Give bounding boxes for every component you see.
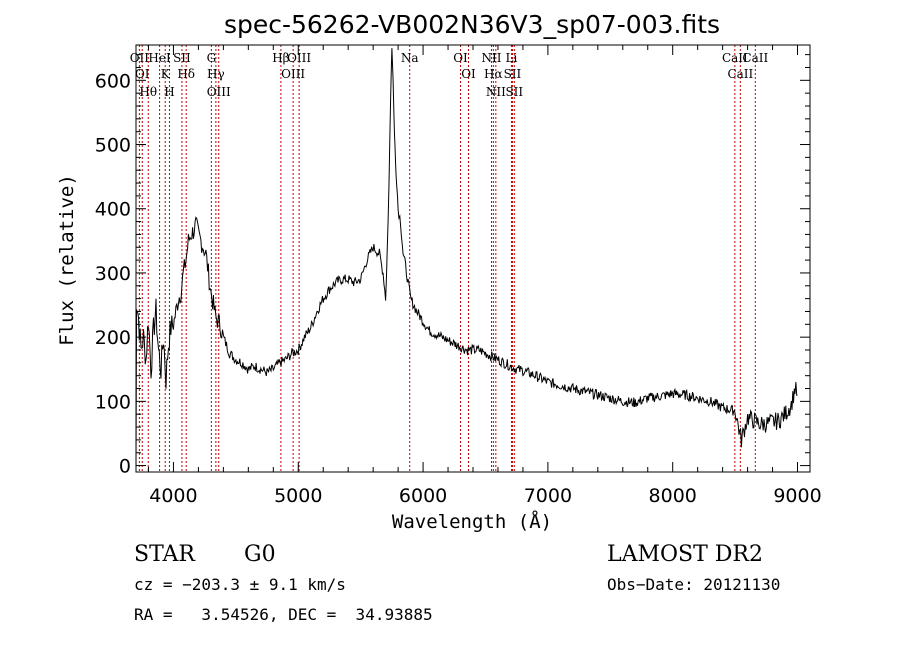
x-axis-ticks: 4000 5000 6000 7000 8000 9000 <box>147 45 822 507</box>
y-tick-label: 200 <box>95 327 131 349</box>
survey-name: LAMOST DR2 <box>607 542 763 567</box>
coordinates: RA = 3.54526, DEC = 34.93885 <box>134 605 433 624</box>
plot-frame <box>135 44 811 473</box>
subclass: G0 <box>244 542 276 567</box>
x-axis-label: Wavelength (Å) <box>392 510 552 533</box>
line-marker-label: Hγ <box>207 67 225 81</box>
line-marker-label: OI <box>135 67 150 81</box>
line-marker-label: OIII <box>287 51 311 65</box>
y-tick-label: 600 <box>95 70 131 92</box>
line-marker-label: HeI <box>148 51 171 65</box>
x-tick-label: 9000 <box>773 485 821 507</box>
line-marker-label: OI <box>461 67 476 81</box>
observation-date: Obs−Date: 20121130 <box>607 575 780 594</box>
line-marker-label: CaII <box>722 51 748 65</box>
y-axis-label: Flux (relative) <box>56 174 78 346</box>
line-marker-label: Li <box>506 51 518 65</box>
line-marker-label: CaII <box>742 51 768 65</box>
x-tick-label: 7000 <box>524 485 572 507</box>
chart-title: spec-56262-VB002N36V3_sp07-003.fits <box>224 10 720 39</box>
y-tick-label: 400 <box>95 199 131 221</box>
line-marker-label: OII <box>130 51 150 65</box>
line-marker-label: Hθ <box>139 85 157 99</box>
spectral-line-markers <box>138 45 756 472</box>
y-tick-label: 0 <box>119 456 131 478</box>
line-marker-label: NII <box>481 51 501 65</box>
x-tick-label: 6000 <box>399 485 447 507</box>
line-marker-label: NII <box>486 85 506 99</box>
line-marker-label: SII <box>173 51 191 65</box>
line-marker-label: K <box>161 67 171 81</box>
line-marker-label: OIII <box>281 67 305 81</box>
x-tick-label: 4000 <box>149 485 197 507</box>
line-marker-label: G <box>207 51 217 65</box>
redshift-cz: cz = −203.3 ± 9.1 km/s <box>134 575 346 594</box>
x-tick-label: 5000 <box>274 485 322 507</box>
line-marker-label: CaII <box>727 67 753 81</box>
line-marker-label: OI <box>453 51 468 65</box>
line-marker-label: Hα <box>484 67 503 81</box>
line-marker-label: SII <box>505 85 523 99</box>
line-marker-label: OIII <box>207 85 231 99</box>
line-marker-label: H <box>164 85 174 99</box>
line-marker-label: Hδ <box>177 67 195 81</box>
x-tick-label: 8000 <box>649 485 697 507</box>
y-tick-label: 100 <box>95 391 131 413</box>
line-marker-label: SII <box>504 67 522 81</box>
line-marker-label: Na <box>401 51 419 65</box>
line-marker-label: Hβ <box>272 51 289 65</box>
y-tick-label: 500 <box>95 135 131 157</box>
y-axis-ticks: 0 100 200 300 400 500 600 <box>95 54 810 478</box>
spectrum-line <box>135 48 798 466</box>
y-tick-label: 300 <box>95 263 131 285</box>
object-class: STAR <box>134 542 196 567</box>
